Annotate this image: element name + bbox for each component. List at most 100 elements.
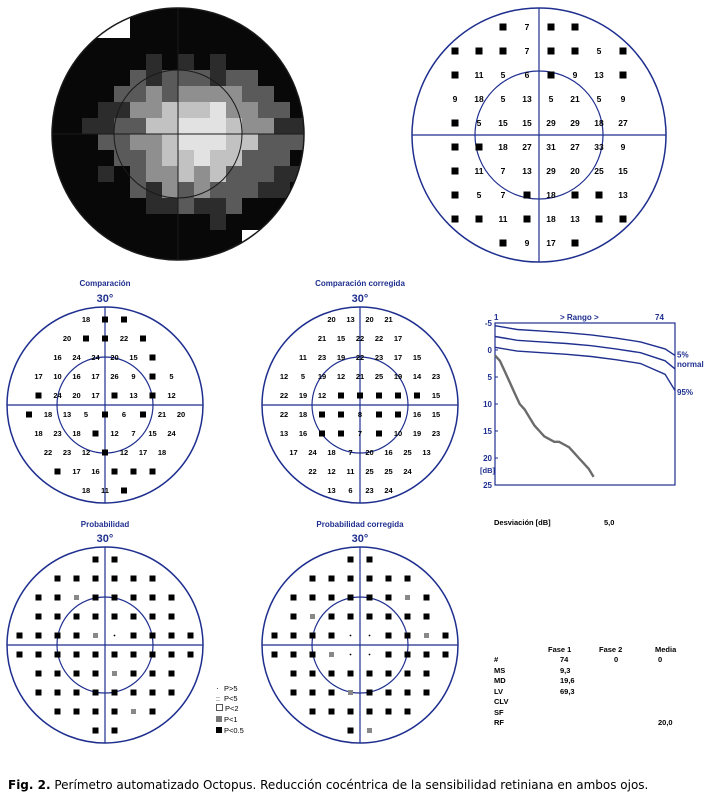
- heatmap-cell: [52, 54, 66, 70]
- field-square-mark: [523, 215, 531, 223]
- heatmap-cell: [114, 150, 130, 166]
- comparison-corrected-title: Comparación corregida: [315, 279, 405, 288]
- prob-mark-p05: [130, 594, 137, 601]
- heatmap-cell: [242, 198, 258, 214]
- band-label: 95%: [677, 388, 693, 397]
- prob-mark-p05: [73, 689, 80, 696]
- field-value: 12: [82, 448, 90, 457]
- heatmap-cell: [242, 8, 258, 22]
- field-value: 24: [72, 353, 81, 362]
- field-value: 29: [546, 118, 556, 128]
- field-value: 5: [501, 70, 506, 80]
- heatmap-cell: [114, 198, 130, 214]
- prob-mark-p05: [54, 632, 61, 639]
- prob-mark-p05: [35, 613, 42, 620]
- heatmap-cell: [52, 22, 66, 38]
- heatmap-cell: [178, 182, 194, 198]
- heatmap-cell: [226, 198, 242, 214]
- heatmap-cell: [194, 246, 210, 260]
- field-value: 5: [477, 190, 482, 200]
- field-value: 6: [122, 410, 126, 419]
- heatmap-cell: [162, 198, 178, 214]
- heatmap-cell: [210, 38, 226, 54]
- heatmap-cell: [242, 118, 258, 134]
- heatmap-cell: [82, 150, 98, 166]
- heatmap-cell: [178, 118, 194, 134]
- heatmap-cell: [290, 54, 304, 70]
- prob-mark-p05: [149, 632, 156, 639]
- field-value: 12: [110, 429, 118, 438]
- heatmap-cell: [258, 86, 274, 102]
- heatmap-cell: [82, 182, 98, 198]
- field-value: 13: [618, 190, 628, 200]
- heatmap-cell: [82, 246, 98, 260]
- heatmap-cell: [258, 150, 274, 166]
- field-value: 16: [53, 353, 61, 362]
- heatmap-cell: [226, 8, 242, 22]
- heatmap-cell: [210, 22, 226, 38]
- prob-mark-p05: [366, 708, 373, 715]
- heatmap-cell: [82, 70, 98, 86]
- prob-mark-p05: [168, 689, 175, 696]
- heatmap-cell: [114, 166, 130, 182]
- field-value: 17: [289, 448, 297, 457]
- deviation-label: Desviación [dB]: [494, 518, 551, 527]
- prob-mark-p05: [168, 632, 175, 639]
- heatmap-cell: [226, 22, 242, 38]
- heatmap-cell: [66, 134, 82, 150]
- heatmap-cell: [194, 214, 210, 230]
- heatmap-cell: [242, 182, 258, 198]
- heatmap-cell: [242, 102, 258, 118]
- field-value: 9: [573, 70, 578, 80]
- prob-mark-p05: [92, 670, 99, 677]
- field-value: 26: [110, 372, 118, 381]
- field-value: 20: [327, 315, 335, 324]
- prob-mark-p05: [92, 651, 99, 658]
- prob-mark-p05: [271, 632, 278, 639]
- heatmap-cell: [114, 246, 130, 260]
- field-value: 29: [570, 118, 580, 128]
- heatmap-cell: [274, 134, 290, 150]
- prob-mark-p05: [328, 708, 335, 715]
- field-square-mark: [54, 468, 61, 475]
- field-square-mark: [547, 47, 555, 55]
- prob-mark-p05: [73, 651, 80, 658]
- field-square-mark: [414, 392, 420, 399]
- field-value: 19: [337, 353, 345, 362]
- heatmap-cell: [242, 214, 258, 230]
- prob-mark-p05: [442, 632, 449, 639]
- field-square-mark: [121, 487, 127, 494]
- heatmap-cell: [162, 214, 178, 230]
- heatmap-cell: [242, 134, 258, 150]
- heatmap-cell: [146, 86, 162, 102]
- caption-text: Perímetro automatizado Octopus. Reducció…: [50, 778, 649, 792]
- prob-mark-p05: [385, 708, 392, 715]
- heatmap-cell: [52, 198, 66, 214]
- field-square-mark: [475, 215, 483, 223]
- field-value: 7: [501, 166, 506, 176]
- stats-row-value: 19,6: [560, 676, 575, 685]
- prob-mark-p05: [404, 689, 411, 696]
- heatmap-cell: [290, 22, 304, 38]
- heatmap-cell: [242, 70, 258, 86]
- heatmap-cell: [162, 38, 178, 54]
- prob-mark-p05: [423, 594, 430, 601]
- field-square-mark: [619, 71, 627, 79]
- heatmap-cell: [178, 150, 194, 166]
- prob-mark-p05: [366, 575, 373, 582]
- heatmap-cell: [98, 166, 114, 182]
- prob-mark-p05: [347, 575, 354, 582]
- field-value: 13: [327, 486, 335, 495]
- numeric-field-top: 7 7 5 11 5 6 9 13 9 18 5 13 5 21 5 9 5 15 15 29 29 18 27 18 27 31…: [411, 7, 667, 263]
- curve-chart: -5 0 5 10 15 20 25 5%normal 95%: [483, 320, 704, 490]
- heatmap-cell: [290, 214, 304, 230]
- heatmap-cell: [258, 214, 274, 230]
- field-square-mark: [149, 354, 156, 361]
- field-value: 27: [522, 142, 532, 152]
- field-value: 18: [498, 142, 508, 152]
- heatmap-cell: [130, 166, 146, 182]
- heatmap-cell: [130, 198, 146, 214]
- stats-row-label: MD: [494, 676, 506, 685]
- prob-mark-p1: [112, 671, 117, 676]
- field-value: 22: [280, 391, 288, 400]
